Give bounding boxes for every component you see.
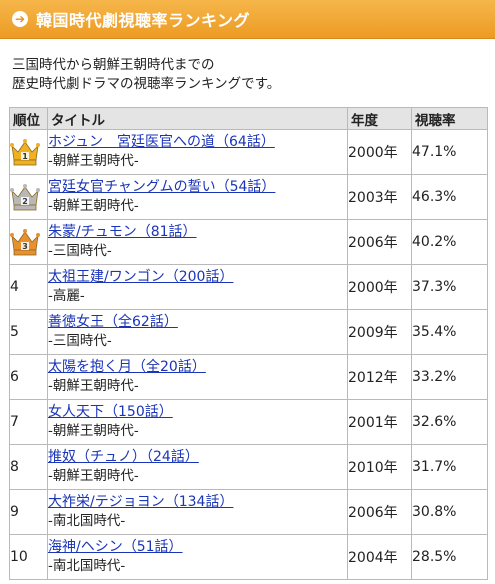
year-cell: 2010年: [347, 444, 412, 490]
rating-cell: 46.3%: [411, 174, 488, 220]
rank-number: 7: [10, 414, 19, 430]
circle-arrow-right-icon: ➔: [12, 11, 28, 27]
rank-number: 4: [10, 279, 19, 295]
rating-cell: 40.2%: [411, 219, 488, 265]
drama-title-link[interactable]: 海神/ヘシン（51話）: [48, 539, 183, 555]
intro-line-1: 三国時代から朝鮮王朝時代までの: [12, 57, 215, 73]
rank-cell: 3: [9, 219, 48, 265]
section-header: ➔ 韓国時代劇視聴率ランキング: [0, 0, 495, 39]
drama-title-link[interactable]: 太祖王建/ワンゴン（200話）: [48, 269, 234, 285]
table-row: 7 女人天下（150話） -朝鮮王朝時代- 2001年 32.6%: [9, 399, 488, 445]
title-cell: 女人天下（150話） -朝鮮王朝時代-: [47, 399, 348, 445]
year-cell: 2009年: [347, 309, 412, 355]
drama-title-link[interactable]: 善徳女王（全62話）: [48, 314, 178, 330]
drama-title-link[interactable]: 宮廷女官チャングムの誓い（54話）: [48, 179, 276, 195]
table-row: 9 大祚栄/テジョヨン（134話） -南北国時代- 2006年 30.8%: [9, 489, 488, 535]
crown-rank-number: 3: [22, 242, 28, 251]
table-row: 2 宮廷女官チャングムの誓い（54話） -朝鮮王朝時代- 2003年 46.3%: [9, 174, 488, 220]
table-row: 8 推奴（チュノ）（24話） -朝鮮王朝時代- 2010年 31.7%: [9, 444, 488, 490]
rank-cell: 7: [9, 399, 48, 445]
year-cell: 2000年: [347, 129, 412, 175]
rank-number: 9: [10, 504, 19, 520]
rank-cell: 5: [9, 309, 48, 355]
gold-crown-icon: 1: [10, 138, 40, 166]
rating-cell: 35.4%: [411, 309, 488, 355]
table-header-row: 順位 タイトル 年度 視聴率: [9, 107, 488, 130]
year-cell: 2012年: [347, 354, 412, 400]
rank-cell: 8: [9, 444, 48, 490]
era-label: -朝鮮王朝時代-: [48, 468, 139, 484]
year-cell: 2006年: [347, 489, 412, 535]
rating-cell: 31.7%: [411, 444, 488, 490]
bronze-crown-icon: 3: [10, 228, 40, 256]
crown-rank-number: 2: [22, 197, 28, 206]
ranking-table: 順位 タイトル 年度 視聴率 1 ホジュン 宮廷医官への道（64話） -朝鮮王朝時代…: [9, 107, 488, 580]
table-row: 6 太陽を抱く月（全20話） -朝鮮王朝時代- 2012年 33.2%: [9, 354, 488, 400]
intro-text: 三国時代から朝鮮王朝時代までの 歴史時代劇ドラマの視聴率ランキングです。: [12, 56, 482, 94]
rank-cell: 4: [9, 264, 48, 310]
era-label: -朝鮮王朝時代-: [48, 153, 139, 169]
year-cell: 2006年: [347, 219, 412, 265]
column-header-rank: 順位: [9, 107, 48, 130]
rating-cell: 32.6%: [411, 399, 488, 445]
title-cell: 推奴（チュノ）（24話） -朝鮮王朝時代-: [47, 444, 348, 490]
table-row: 3 朱蒙/チュモン（81話） -三国時代- 2006年 40.2%: [9, 219, 488, 265]
rank-number: 8: [10, 459, 19, 475]
drama-title-link[interactable]: 朱蒙/チュモン（81話）: [48, 224, 197, 240]
ranking-table-body: 1 ホジュン 宮廷医官への道（64話） -朝鮮王朝時代- 2000年 47.1% 2 宮廷女…: [9, 129, 488, 580]
rank-cell: 2: [9, 174, 48, 220]
rank-number: 5: [10, 324, 19, 340]
year-cell: 2004年: [347, 534, 412, 580]
table-row: 4 太祖王建/ワンゴン（200話） -高麗- 2000年 37.3%: [9, 264, 488, 310]
rank-cell: 10: [9, 534, 48, 580]
section-title: 韓国時代劇視聴率ランキング: [36, 11, 251, 30]
column-header-title: タイトル: [47, 107, 348, 130]
year-cell: 2003年: [347, 174, 412, 220]
drama-title-link[interactable]: 大祚栄/テジョヨン（134話）: [48, 494, 234, 510]
era-label: -三国時代-: [48, 243, 112, 259]
title-cell: ホジュン 宮廷医官への道（64話） -朝鮮王朝時代-: [47, 129, 348, 175]
era-label: -朝鮮王朝時代-: [48, 378, 139, 394]
rank-cell: 1: [9, 129, 48, 175]
era-label: -朝鮮王朝時代-: [48, 198, 139, 214]
rank-cell: 6: [9, 354, 48, 400]
rating-cell: 30.8%: [411, 489, 488, 535]
era-label: -南北国時代-: [48, 513, 126, 529]
year-cell: 2000年: [347, 264, 412, 310]
title-cell: 朱蒙/チュモン（81話） -三国時代-: [47, 219, 348, 265]
year-cell: 2001年: [347, 399, 412, 445]
rank-cell: 9: [9, 489, 48, 535]
rating-cell: 33.2%: [411, 354, 488, 400]
drama-title-link[interactable]: 推奴（チュノ）（24話）: [48, 449, 199, 465]
table-row: 1 ホジュン 宮廷医官への道（64話） -朝鮮王朝時代- 2000年 47.1%: [9, 129, 488, 175]
column-header-rating: 視聴率: [411, 107, 488, 130]
era-label: -三国時代-: [48, 333, 112, 349]
title-cell: 太陽を抱く月（全20話） -朝鮮王朝時代-: [47, 354, 348, 400]
silver-crown-icon: 2: [10, 183, 40, 211]
rating-cell: 37.3%: [411, 264, 488, 310]
crown-rank-number: 1: [22, 152, 28, 161]
rating-cell: 47.1%: [411, 129, 488, 175]
drama-title-link[interactable]: 太陽を抱く月（全20話）: [48, 359, 206, 375]
title-cell: 海神/ヘシン（51話） -南北国時代-: [47, 534, 348, 580]
table-row: 5 善徳女王（全62話） -三国時代- 2009年 35.4%: [9, 309, 488, 355]
era-label: -朝鮮王朝時代-: [48, 423, 139, 439]
era-label: -南北国時代-: [48, 558, 126, 574]
drama-title-link[interactable]: ホジュン 宮廷医官への道（64話）: [48, 134, 275, 150]
column-header-year: 年度: [347, 107, 412, 130]
title-cell: 宮廷女官チャングムの誓い（54話） -朝鮮王朝時代-: [47, 174, 348, 220]
title-cell: 太祖王建/ワンゴン（200話） -高麗-: [47, 264, 348, 310]
title-cell: 大祚栄/テジョヨン（134話） -南北国時代-: [47, 489, 348, 535]
title-cell: 善徳女王（全62話） -三国時代-: [47, 309, 348, 355]
drama-title-link[interactable]: 女人天下（150話）: [48, 404, 173, 420]
era-label: -高麗-: [48, 288, 85, 304]
rank-number: 6: [10, 369, 19, 385]
rating-cell: 28.5%: [411, 534, 488, 580]
table-row: 10 海神/ヘシン（51話） -南北国時代- 2004年 28.5%: [9, 534, 488, 580]
intro-line-2: 歴史時代劇ドラマの視聴率ランキングです。: [12, 76, 281, 92]
rank-number: 10: [10, 549, 28, 565]
